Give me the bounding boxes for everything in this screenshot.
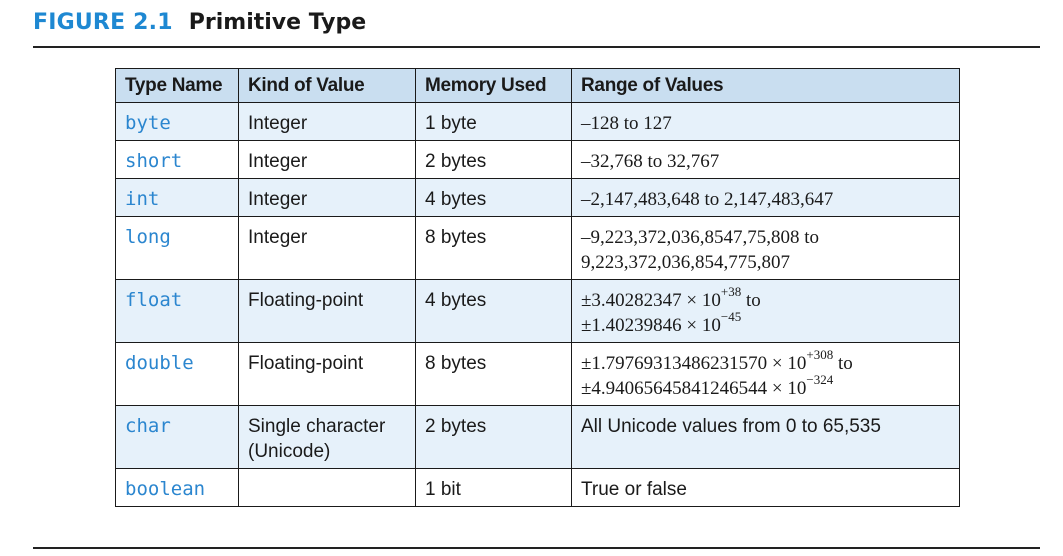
kind-cell: Floating-point — [238, 342, 416, 406]
table-row: long Integer 8 bytes –9,223,372,036,8547… — [115, 216, 960, 280]
range-exponent: −45 — [720, 308, 742, 324]
kind-cell — [238, 468, 416, 507]
memory-cell: 8 bytes — [415, 216, 572, 280]
kind-cell: Floating-point — [238, 279, 416, 343]
table-row: byte Integer 1 byte –128 to 127 — [115, 102, 960, 141]
range-cell: –9,223,372,036,8547,75,808 to 9,223,372,… — [571, 216, 960, 280]
type-name-cell: short — [115, 140, 239, 179]
header-range-of-values: Range of Values — [571, 68, 960, 103]
range-line-1: ±1.79769313486231570 × 10+308 to — [581, 348, 950, 376]
memory-cell: 2 bytes — [415, 140, 572, 179]
table-row: double Floating-point 8 bytes ±1.7976931… — [115, 342, 960, 406]
figure-label: FIGURE 2.1 — [33, 10, 173, 35]
table-row: short Integer 2 bytes –32,768 to 32,767 — [115, 140, 960, 179]
bottom-rule — [33, 547, 1040, 549]
type-name-cell: double — [115, 342, 239, 406]
kind-cell: Integer — [238, 178, 416, 217]
primitive-types-table: Type Name Kind of Value Memory Used Rang… — [115, 68, 960, 507]
range-line-2: 9,223,372,036,854,775,807 — [581, 252, 790, 273]
range-tail: to — [741, 290, 761, 311]
memory-cell: 8 bytes — [415, 342, 572, 406]
range-exponent: +308 — [806, 346, 834, 362]
kind-cell: Integer — [238, 216, 416, 280]
range-line-2: ±4.94065645841246544 × 10−324 — [581, 373, 950, 401]
table-row: char Single character (Unicode) 2 bytes … — [115, 405, 960, 469]
type-name-cell: float — [115, 279, 239, 343]
kind-cell: Single character (Unicode) — [238, 405, 416, 469]
kind-line-2: (Unicode) — [248, 441, 331, 462]
range-cell: –128 to 127 — [571, 102, 960, 141]
memory-cell: 1 bit — [415, 468, 572, 507]
type-name-cell: int — [115, 178, 239, 217]
range-cell: ±3.40282347 × 10+38 to ±1.40239846 × 10−… — [571, 279, 960, 343]
memory-cell: 2 bytes — [415, 405, 572, 469]
type-name-cell: char — [115, 405, 239, 469]
range-line-2: ±1.40239846 × 10−45 — [581, 310, 950, 338]
range-tail: to — [833, 353, 853, 374]
memory-cell: 4 bytes — [415, 178, 572, 217]
range-base: ±4.94065645841246544 × 10 — [581, 378, 807, 399]
table-row: int Integer 4 bytes –2,147,483,648 to 2,… — [115, 178, 960, 217]
range-base: ±3.40282347 × 10 — [581, 290, 721, 311]
kind-cell: Integer — [238, 140, 416, 179]
range-cell: ±1.79769313486231570 × 10+308 to ±4.9406… — [571, 342, 960, 406]
type-name-cell: boolean — [115, 468, 239, 507]
memory-cell: 4 bytes — [415, 279, 572, 343]
kind-line-1: Single character — [248, 416, 386, 437]
table-header-row: Type Name Kind of Value Memory Used Rang… — [115, 68, 960, 103]
range-base: ±1.40239846 × 10 — [581, 315, 721, 336]
range-cell: –2,147,483,648 to 2,147,483,647 — [571, 178, 960, 217]
header-kind-of-value: Kind of Value — [238, 68, 416, 103]
type-name-cell: long — [115, 216, 239, 280]
table-row: boolean 1 bit True or false — [115, 468, 960, 507]
range-exponent: +38 — [720, 283, 742, 299]
range-line-1: –9,223,372,036,8547,75,808 to — [581, 227, 820, 248]
memory-cell: 1 byte — [415, 102, 572, 141]
header-type-name: Type Name — [115, 68, 239, 103]
kind-cell: Integer — [238, 102, 416, 141]
range-cell: All Unicode values from 0 to 65,535 — [571, 405, 960, 469]
header-memory-used: Memory Used — [415, 68, 572, 103]
range-line-1: ±3.40282347 × 10+38 to — [581, 285, 950, 313]
range-base: ±1.79769313486231570 × 10 — [581, 353, 807, 374]
range-cell: True or false — [571, 468, 960, 507]
type-name-cell: byte — [115, 102, 239, 141]
figure-title: Primitive Type — [188, 10, 367, 35]
table-row: float Floating-point 4 bytes ±3.40282347… — [115, 279, 960, 343]
figure-header: FIGURE 2.1 Primitive Type — [33, 10, 1040, 48]
range-exponent: −324 — [806, 371, 834, 387]
range-cell: –32,768 to 32,767 — [571, 140, 960, 179]
